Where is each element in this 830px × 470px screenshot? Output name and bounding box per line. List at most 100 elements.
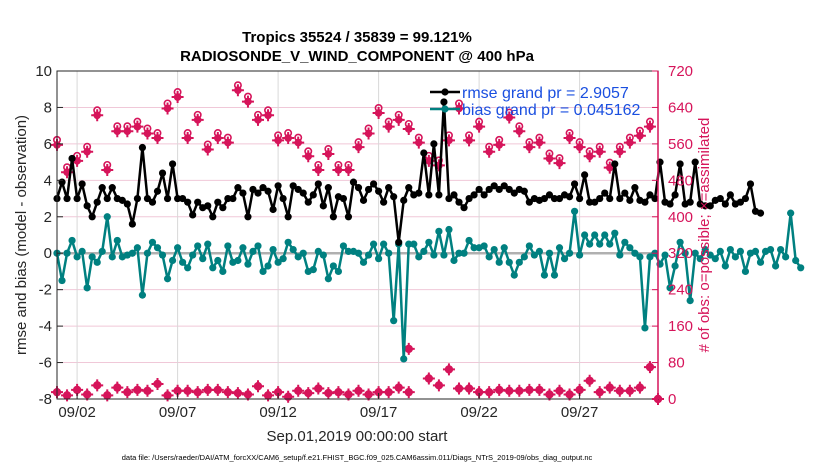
- obs-dot: [384, 387, 393, 397]
- obs-possible-marker: [191, 110, 204, 126]
- obs-assimilated-marker: [523, 383, 536, 396]
- rmse-point: [63, 194, 71, 203]
- obs-dot: [234, 86, 242, 95]
- obs-dot: [173, 93, 182, 101]
- obs-dot: [605, 163, 614, 172]
- obs-assimilated-marker: [302, 387, 315, 400]
- obs-possible-marker: [613, 142, 626, 158]
- bias-point: [505, 258, 513, 266]
- rmse-point: [369, 180, 378, 188]
- bias-point: [440, 251, 448, 259]
- obs-dot: [253, 382, 263, 391]
- rmse-point: [581, 171, 589, 179]
- bias-point: [661, 251, 669, 259]
- rmse-point: [570, 180, 579, 188]
- obs-possible-marker: [493, 135, 506, 151]
- rmse-point: [520, 187, 528, 195]
- rmse-point: [284, 213, 292, 221]
- bias-point: [641, 324, 649, 332]
- bias-point: [68, 236, 76, 245]
- bias-point: [490, 245, 498, 254]
- y-right-tick-label: 320: [668, 245, 693, 262]
- bias-point: [581, 231, 589, 239]
- obs-assimilated-marker: [533, 383, 546, 396]
- obs-assimilated-marker: [583, 374, 596, 387]
- bias-point: [319, 251, 327, 259]
- y-tick-label: -2: [39, 282, 52, 299]
- y-tick-label: 0: [44, 245, 52, 262]
- x-tick-label: 09/22: [460, 404, 498, 421]
- obs-assimilated-marker: [131, 383, 144, 396]
- rmse-point: [103, 194, 111, 203]
- legend-swatch-marker: [441, 88, 449, 96]
- bias-point: [73, 253, 81, 261]
- obs-assimilated-marker: [101, 389, 114, 402]
- rmse-point: [611, 160, 619, 168]
- obs-dot: [444, 365, 454, 374]
- obs-dot: [304, 388, 313, 398]
- bias-point: [264, 262, 272, 270]
- obs-possible-marker: [101, 160, 114, 176]
- obs-dot: [394, 383, 403, 392]
- bias-point: [214, 256, 222, 265]
- bias-point: [530, 251, 538, 259]
- obs-assimilated-marker: [493, 383, 506, 396]
- rmse-point: [359, 196, 368, 204]
- y-right-tick-label: 240: [668, 282, 693, 299]
- bias-point: [359, 258, 368, 266]
- obs-dot: [605, 383, 614, 392]
- obs-possible-marker: [252, 110, 265, 126]
- legend-label: bias grand pr = 0.045162: [462, 102, 640, 119]
- obs-dot: [525, 385, 534, 395]
- rmse-point: [88, 213, 96, 221]
- obs-assimilated-marker: [563, 388, 576, 401]
- obs-assimilated-marker: [151, 377, 164, 390]
- obs-dot: [585, 152, 594, 161]
- y-right-tick-label: 160: [668, 318, 693, 335]
- bias-point: [83, 284, 91, 292]
- obs-dot: [133, 385, 142, 395]
- bias-point: [751, 247, 760, 255]
- obs-possible-marker: [181, 129, 194, 145]
- obs-assimilated-marker: [61, 389, 74, 402]
- obs-dot: [515, 386, 524, 395]
- obs-dot: [364, 129, 373, 138]
- obs-assimilated-marker: [312, 382, 325, 395]
- rmse-point: [666, 200, 674, 208]
- obs-assimilated-marker: [643, 361, 656, 374]
- bias-point: [153, 244, 162, 252]
- rmse-point: [58, 178, 66, 186]
- bias-point: [696, 255, 704, 263]
- rmse-point: [73, 194, 81, 203]
- bias-point: [98, 247, 106, 255]
- obs-dot: [515, 127, 524, 136]
- bias-point: [445, 225, 453, 234]
- obs-dot: [143, 129, 152, 138]
- bias-point: [766, 245, 775, 254]
- obs-possible-marker: [131, 117, 144, 133]
- obs-possible-marker: [231, 81, 244, 97]
- obs-assimilated-marker: [613, 384, 626, 397]
- y-right-tick-label: 80: [668, 355, 685, 372]
- obs-dot: [243, 390, 253, 399]
- bias-point: [435, 227, 443, 235]
- bias-point: [274, 258, 282, 266]
- obs-possible-marker: [412, 133, 425, 149]
- bias-point: [706, 251, 714, 259]
- rmse-point: [500, 182, 508, 190]
- bias-point: [792, 256, 800, 265]
- chart-title: Tropics 35524 / 35839 = 99.121%: [242, 29, 472, 46]
- obs-dot: [123, 387, 132, 397]
- obs-dot: [585, 376, 594, 385]
- rmse-point: [329, 213, 337, 221]
- rmse-point: [606, 194, 614, 203]
- obs-dot: [475, 122, 483, 131]
- rmse-point: [244, 213, 252, 221]
- obs-dot: [143, 386, 152, 395]
- obs-dot: [545, 390, 554, 399]
- bias-point: [405, 240, 413, 248]
- bias-point: [555, 244, 564, 252]
- bias-point: [777, 245, 785, 254]
- bias-point: [711, 255, 719, 263]
- bias-point: [179, 258, 187, 266]
